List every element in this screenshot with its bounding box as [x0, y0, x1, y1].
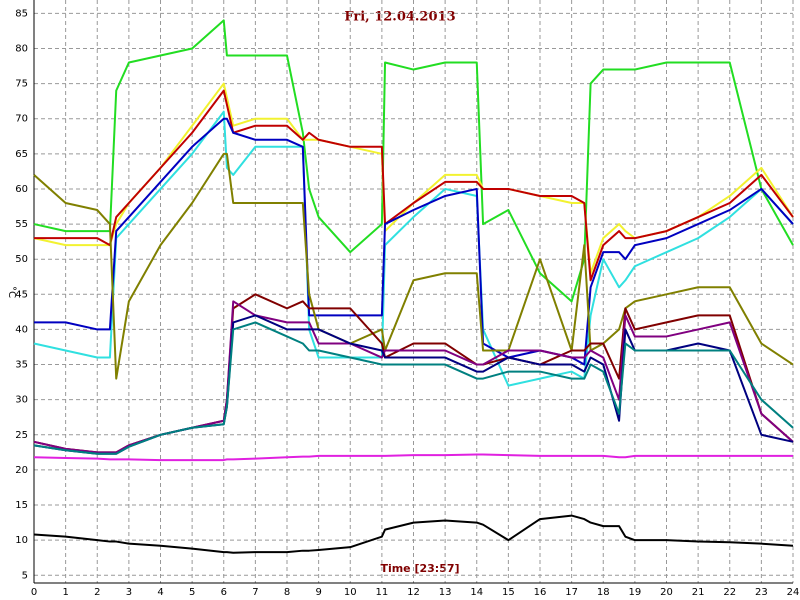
- y-tick-label: 80: [15, 43, 28, 54]
- y-tick-label: 85: [15, 8, 28, 19]
- x-axis-label: Time [23:57]: [380, 562, 459, 575]
- x-tick-label: 21: [692, 587, 705, 598]
- x-tick-label: 4: [157, 587, 163, 598]
- x-tick-label: 9: [315, 587, 321, 598]
- y-tick-label: 40: [15, 324, 28, 335]
- series-line: [33, 19, 794, 303]
- x-tick-label: 23: [755, 587, 768, 598]
- series-line: [33, 514, 794, 554]
- x-tick-label: 20: [660, 587, 673, 598]
- x-tick-label: 12: [407, 587, 420, 598]
- x-tick-label: 11: [376, 587, 389, 598]
- x-tick-label: 17: [565, 587, 578, 598]
- x-tick-label: 13: [439, 587, 452, 598]
- y-tick-label: 5: [22, 570, 28, 581]
- x-tick-label: 1: [62, 587, 68, 598]
- x-tick-label: 10: [344, 587, 357, 598]
- x-tick-label: 8: [284, 587, 290, 598]
- x-tick-label: 22: [723, 587, 736, 598]
- y-tick-label: 65: [15, 149, 28, 160]
- series-line: [33, 453, 793, 462]
- x-tick-label: 14: [470, 587, 483, 598]
- x-tick-label: 7: [252, 587, 258, 598]
- y-tick-label: 20: [15, 465, 28, 476]
- x-tick-label: 18: [597, 587, 610, 598]
- y-tick-label: 15: [15, 500, 28, 511]
- y-axis-label: °C: [6, 286, 17, 298]
- x-tick-label: 16: [534, 587, 547, 598]
- series-line: [33, 321, 794, 455]
- y-tick-label: 50: [15, 254, 28, 265]
- series-line: [34, 117, 794, 366]
- x-tick-label: 2: [94, 587, 100, 598]
- chart-title: Fri, 12.04.2013: [344, 10, 455, 25]
- y-tick-label: 55: [15, 219, 28, 230]
- y-tick-label: 25: [15, 430, 28, 441]
- x-tick-label: 19: [629, 587, 642, 598]
- y-tick-label: 60: [15, 184, 28, 195]
- y-tick-label: 10: [15, 535, 28, 546]
- x-tick-label: 15: [502, 587, 515, 598]
- y-tick-label: 70: [15, 114, 28, 125]
- y-tick-label: 35: [15, 360, 28, 371]
- y-tick-label: 75: [15, 79, 28, 90]
- x-tick-label: 3: [126, 587, 132, 598]
- x-tick-label: 24: [787, 587, 800, 598]
- x-tick-label: 5: [189, 587, 195, 598]
- y-tick-label: 45: [15, 289, 28, 300]
- x-tick-label: 6: [221, 587, 227, 598]
- x-tick-label: 0: [31, 587, 37, 598]
- y-tick-label: 30: [15, 395, 28, 406]
